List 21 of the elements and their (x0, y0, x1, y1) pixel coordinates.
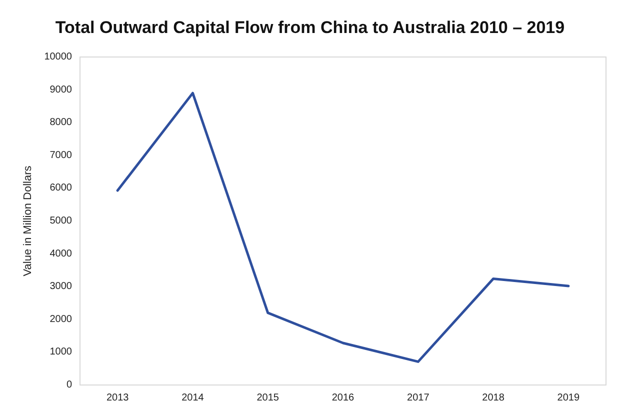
y-tick-label: 4000 (50, 248, 72, 260)
y-axis-title: Value in Million Dollars (22, 165, 34, 276)
chart-title: Total Outward Capital Flow from China to Australia 2010 – 2019 (55, 18, 565, 37)
x-tick-label: 2016 (332, 392, 355, 404)
y-tick-label: 5000 (50, 216, 72, 226)
y-tick-label: 1000 (50, 346, 72, 358)
y-tick-label: 2000 (50, 314, 72, 325)
x-tick-label: 2017 (407, 392, 430, 404)
y-tick-label: 10000 (44, 52, 72, 62)
x-tick-label: 2014 (182, 392, 204, 404)
line-series (116, 92, 570, 363)
x-tick-label: 2019 (557, 392, 580, 404)
x-tick-label: 2018 (482, 392, 505, 404)
y-tick-label: 8000 (50, 117, 72, 128)
y-tick-label: 3000 (50, 281, 72, 292)
y-tick-label: 7000 (50, 150, 72, 161)
y-tick-label: 0 (66, 380, 72, 390)
y-tick-label: 9000 (50, 84, 72, 96)
x-tick-label: 2015 (256, 392, 280, 404)
x-tick-label: 2013 (106, 392, 130, 404)
y-tick-label: 6000 (50, 182, 72, 194)
